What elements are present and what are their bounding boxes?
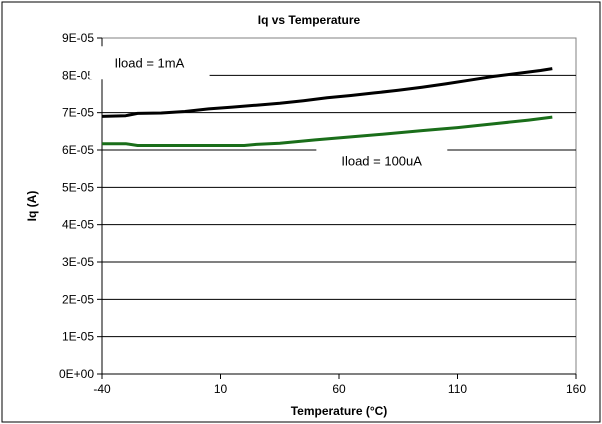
x-tick-label: 60: [332, 382, 346, 396]
y-axis-title: Iq (A): [25, 191, 39, 222]
x-axis: -40 10 60 110 160: [93, 373, 586, 396]
annotation-background: [89, 46, 210, 80]
x-tick-label: 10: [214, 382, 228, 396]
x-tick-label: -40: [93, 382, 111, 396]
series-lines: [101, 67, 553, 147]
series-annotation: Iload = 100uA: [341, 153, 422, 168]
y-tick-label: 1E-05: [62, 330, 94, 344]
y-tick-label: 4E-05: [62, 218, 94, 232]
y-axis: 0E+00 1E-05 2E-05 3E-05 4E-05 5E-05 6E-05 7E-05…: [59, 31, 103, 381]
x-tick-label: 110: [448, 382, 467, 396]
y-tick-label: 7E-05: [62, 106, 94, 120]
y-tick-label: 6E-05: [62, 143, 94, 157]
annotations: Iload = 1mA Iload = 100uA: [89, 46, 448, 178]
series-annotation: Iload = 1mA: [115, 55, 185, 70]
chart-title: Iq vs Temperature: [258, 13, 361, 27]
y-tick-label: 2E-05: [62, 292, 94, 306]
x-tick-label: 160: [566, 382, 586, 396]
series-line-2: [102, 115, 553, 147]
annotation-background: [316, 144, 448, 178]
x-axis-title: Temperature (°C): [291, 404, 388, 418]
y-tick-label: 5E-05: [62, 180, 94, 194]
y-tick-label: 9E-05: [62, 31, 94, 45]
plot-area: [101, 37, 577, 375]
series-line-1: [101, 67, 553, 118]
y-tick-label: 8E-05: [62, 68, 94, 82]
y-tick-label: 3E-05: [62, 255, 94, 269]
y-tick-label: 0E+00: [59, 367, 94, 381]
